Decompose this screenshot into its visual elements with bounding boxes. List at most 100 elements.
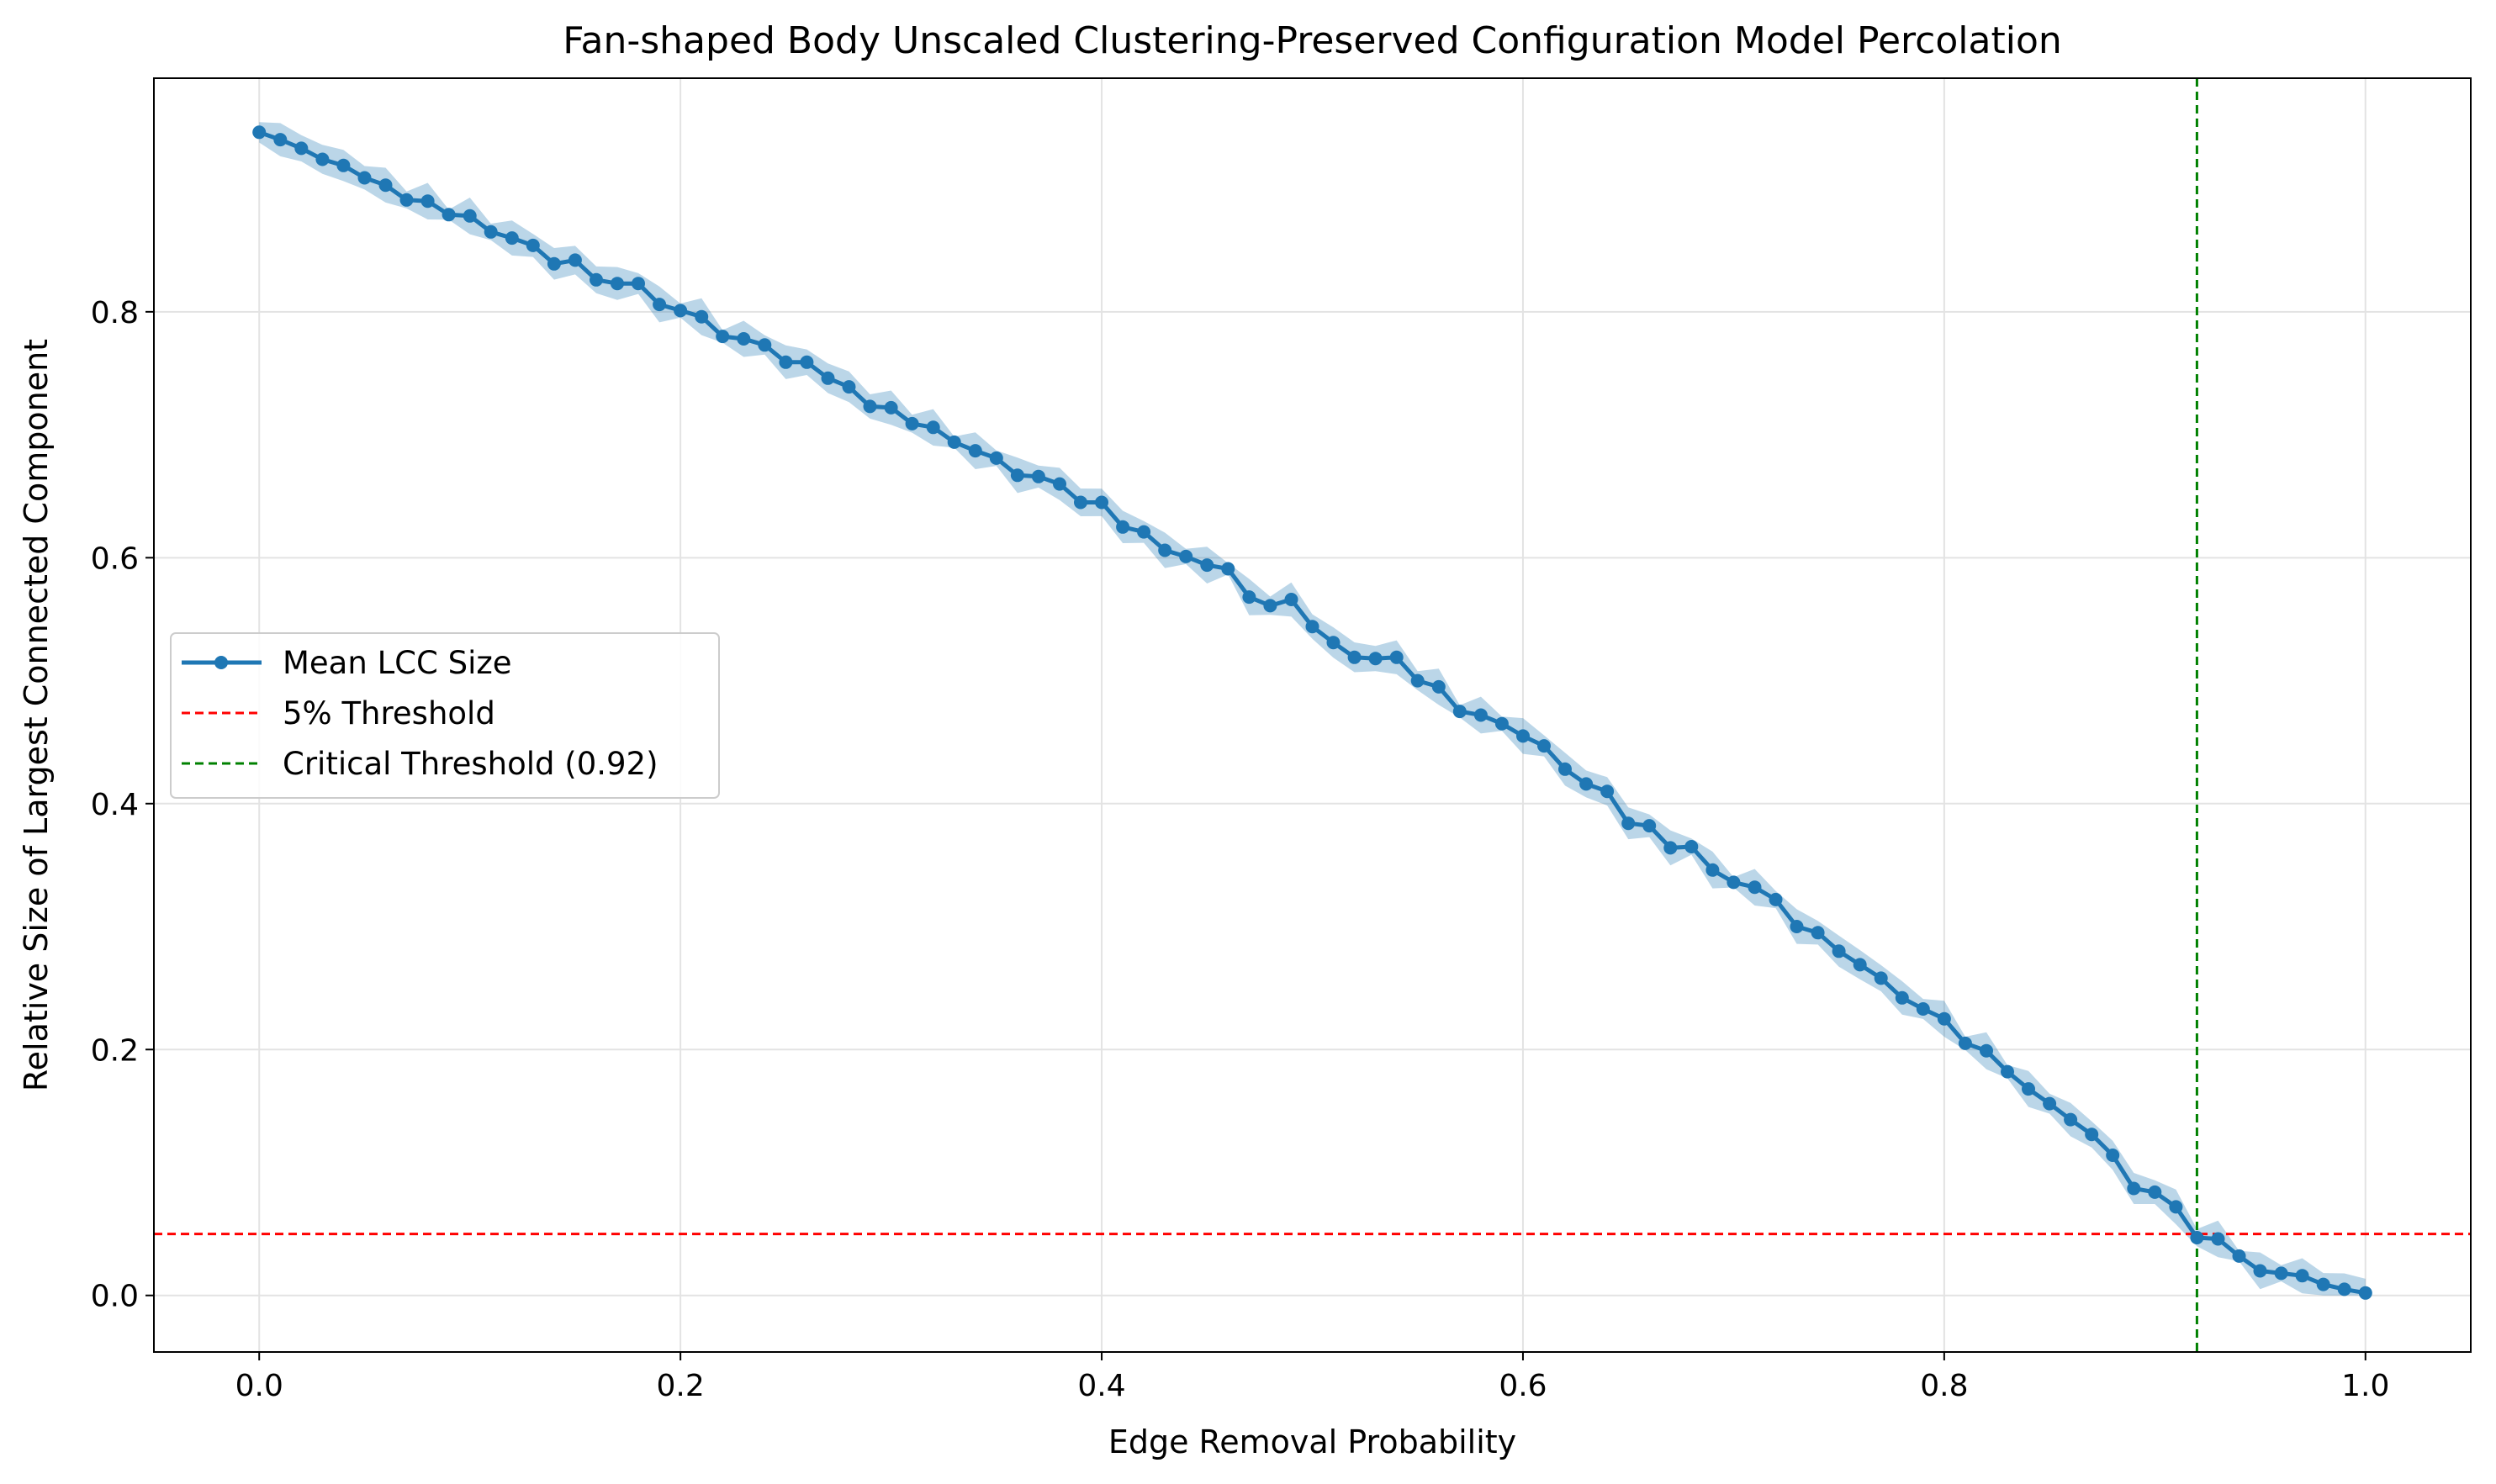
data-point bbox=[1600, 784, 1615, 799]
data-point bbox=[2022, 1082, 2035, 1096]
data-point bbox=[1832, 944, 1846, 959]
grid bbox=[154, 78, 2471, 1352]
data-point bbox=[1516, 729, 1530, 743]
data-point bbox=[1748, 880, 1762, 895]
y-tick-label: 0.2 bbox=[91, 1033, 139, 1068]
data-point bbox=[1642, 819, 1657, 833]
data-point bbox=[758, 338, 772, 352]
data-point bbox=[1179, 549, 1193, 563]
data-point bbox=[1116, 520, 1130, 534]
data-point bbox=[2064, 1112, 2078, 1127]
data-point bbox=[2253, 1264, 2267, 1278]
data-point bbox=[1305, 620, 1319, 634]
data-point bbox=[1958, 1036, 1972, 1050]
legend-marker-mean-lcc bbox=[214, 656, 228, 669]
data-point bbox=[1895, 990, 1909, 1005]
data-point bbox=[1769, 892, 1783, 906]
data-point bbox=[2085, 1128, 2099, 1142]
data-point bbox=[779, 355, 793, 369]
data-point bbox=[505, 231, 519, 246]
plot-frame bbox=[153, 77, 2472, 1353]
data-point bbox=[632, 277, 645, 291]
data-point bbox=[1916, 1002, 1930, 1016]
data-point bbox=[1684, 840, 1699, 853]
data-point bbox=[252, 125, 267, 140]
data-point bbox=[1221, 562, 1235, 576]
legend-item-critical-threshold: Critical Threshold (0.92) bbox=[182, 746, 658, 782]
data-point bbox=[420, 194, 435, 209]
y-axis-label: Relative Size of Largest Connected Compo… bbox=[18, 339, 55, 1091]
data-point bbox=[1621, 816, 1636, 831]
series-layer bbox=[252, 125, 2372, 1300]
data-point bbox=[674, 304, 688, 318]
data-point bbox=[2316, 1277, 2330, 1291]
data-point bbox=[1937, 1011, 1951, 1026]
data-point bbox=[442, 208, 456, 222]
data-point bbox=[1158, 543, 1172, 557]
data-point bbox=[1558, 762, 1572, 776]
data-point bbox=[2274, 1266, 2288, 1281]
data-point bbox=[1326, 636, 1341, 650]
data-point bbox=[315, 152, 330, 166]
data-point bbox=[357, 171, 372, 185]
y-tick-label: 0.6 bbox=[91, 541, 139, 576]
y-tick-label: 0.0 bbox=[91, 1280, 139, 1314]
data-point bbox=[2211, 1232, 2225, 1246]
data-point bbox=[2106, 1149, 2120, 1162]
data-point bbox=[2169, 1200, 2183, 1214]
data-point bbox=[989, 451, 1003, 465]
data-point bbox=[2001, 1064, 2014, 1079]
data-point bbox=[1284, 593, 1298, 606]
data-point bbox=[1137, 525, 1151, 539]
data-point bbox=[884, 400, 898, 415]
data-point bbox=[484, 224, 498, 239]
data-point bbox=[1874, 971, 1888, 985]
data-point bbox=[1811, 926, 1825, 940]
x-axis: 0.0 0.2 0.4 0.6 0.8 1.0 bbox=[235, 1352, 2389, 1403]
data-point bbox=[1200, 558, 1214, 573]
x-tick-label: 0.2 bbox=[657, 1369, 705, 1403]
data-point bbox=[1053, 477, 1066, 491]
y-axis: 0.0 0.2 0.4 0.6 0.8 bbox=[91, 296, 154, 1314]
data-point bbox=[2295, 1269, 2309, 1283]
data-point bbox=[1031, 469, 1045, 483]
data-point bbox=[1095, 495, 1108, 510]
data-point bbox=[2190, 1231, 2204, 1244]
legend-box bbox=[170, 632, 720, 799]
data-point bbox=[737, 332, 751, 346]
data-point bbox=[2148, 1185, 2162, 1199]
reference-lines bbox=[154, 78, 2471, 1352]
data-point bbox=[1853, 958, 1867, 972]
data-point bbox=[905, 416, 919, 430]
data-point bbox=[1537, 739, 1551, 753]
data-point bbox=[2043, 1096, 2057, 1111]
data-point bbox=[695, 309, 709, 324]
data-point bbox=[1473, 708, 1488, 722]
data-point bbox=[1347, 650, 1362, 664]
data-point bbox=[547, 256, 561, 271]
x-axis-label: Edge Removal Probability bbox=[1108, 1423, 1516, 1460]
x-tick-label: 0.6 bbox=[1499, 1369, 1547, 1403]
data-point bbox=[863, 399, 877, 414]
data-point bbox=[399, 193, 414, 207]
data-point bbox=[1980, 1043, 1993, 1058]
data-point bbox=[1727, 875, 1741, 890]
data-point bbox=[1705, 863, 1720, 877]
legend: Mean LCC Size 5% Threshold Critical Thre… bbox=[170, 632, 720, 799]
y-tick-label: 0.4 bbox=[91, 788, 139, 822]
data-point bbox=[926, 420, 940, 435]
data-point bbox=[1431, 679, 1446, 694]
y-tick-label: 0.8 bbox=[91, 296, 139, 330]
x-tick-label: 0.4 bbox=[1077, 1369, 1125, 1403]
data-point bbox=[1389, 650, 1404, 664]
x-tick-label: 0.0 bbox=[235, 1369, 283, 1403]
data-point bbox=[800, 355, 814, 369]
data-point bbox=[611, 277, 624, 291]
legend-label-mean-lcc: Mean LCC Size bbox=[283, 645, 512, 681]
data-point bbox=[1790, 920, 1804, 933]
data-point bbox=[1663, 841, 1678, 855]
data-point bbox=[842, 380, 856, 394]
legend-label-5pct-threshold: 5% Threshold bbox=[283, 695, 495, 731]
data-point bbox=[2358, 1286, 2372, 1300]
